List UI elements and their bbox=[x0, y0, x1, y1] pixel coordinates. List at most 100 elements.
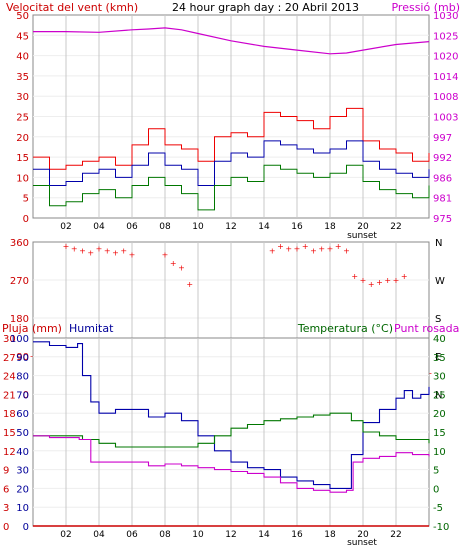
direction-point: + bbox=[351, 272, 358, 281]
x-tick-label: 14 bbox=[258, 222, 270, 232]
x-tick-label: 22 bbox=[390, 530, 401, 540]
x-tick-label: 20 bbox=[357, 530, 369, 540]
y-tick-label: 24 bbox=[3, 372, 16, 383]
chart-title: 24 hour graph day : 20 Abril 2013 bbox=[172, 1, 359, 14]
y-tick-label: 1003 bbox=[433, 113, 458, 124]
x-tick-label: 06 bbox=[126, 530, 138, 540]
y-tick-label: 45 bbox=[16, 31, 29, 42]
dewpoint-axis-title: Punt rosada bbox=[394, 322, 459, 335]
y-tick-label: 20 bbox=[433, 409, 446, 420]
y-tick-label: 180 bbox=[10, 314, 29, 325]
direction-point: + bbox=[360, 276, 367, 285]
direction-point: + bbox=[277, 242, 284, 251]
y-tick-label: W bbox=[435, 276, 445, 287]
x-tick-label: 02 bbox=[60, 222, 71, 232]
y-tick-label: 3 bbox=[3, 503, 9, 514]
y-tick-label: 9 bbox=[3, 466, 9, 477]
x-tick-label: 14 bbox=[258, 530, 270, 540]
series-line-humidity bbox=[33, 341, 430, 489]
y-tick-label: 10 bbox=[16, 503, 29, 514]
series-line-dewpoint bbox=[33, 435, 430, 493]
y-tick-label: 15 bbox=[433, 428, 446, 439]
direction-point: + bbox=[384, 276, 391, 285]
y-tick-label: 997 bbox=[433, 133, 452, 144]
y-tick-label: 6 bbox=[3, 484, 9, 495]
pressure-tick-labels: 975 981 986 992 997 1003 1008 1014 1020 1025 1030 bbox=[433, 11, 458, 225]
x-tick-label: 04 bbox=[93, 530, 105, 540]
direction-point: + bbox=[302, 242, 309, 251]
y-tick-label: 0 bbox=[23, 390, 29, 401]
y-tick-label: 10 bbox=[16, 173, 29, 184]
compass-labels: N E S W N bbox=[435, 238, 445, 401]
y-tick-label: 27 bbox=[3, 353, 16, 364]
x-tick-label: 16 bbox=[291, 222, 303, 232]
series-line-wind_min bbox=[33, 164, 430, 211]
y-tick-label: 18 bbox=[3, 409, 16, 420]
y-tick-label: 100 bbox=[10, 334, 29, 345]
rain-tick-labels: 0 3 6 9 12 15 18 21 24 27 30 bbox=[3, 334, 16, 533]
y-tick-label: 10 bbox=[433, 447, 446, 458]
y-tick-label: 30 bbox=[3, 334, 16, 345]
x-tick-label: 12 bbox=[225, 530, 236, 540]
direction-point: + bbox=[269, 246, 276, 255]
y-tick-label: 40 bbox=[16, 52, 29, 63]
y-tick-label: 0 bbox=[23, 522, 29, 533]
x-tick-label: 12 bbox=[225, 222, 236, 232]
y-tick-label: 21 bbox=[3, 390, 16, 401]
direction-point: + bbox=[327, 244, 334, 253]
y-tick-label: 1008 bbox=[433, 92, 458, 103]
y-tick-label: 20 bbox=[16, 133, 29, 144]
temperature-tick-labels: -10 -5 0 5 10 15 20 25 30 35 40 bbox=[433, 334, 449, 533]
y-tick-label: 70 bbox=[16, 390, 29, 401]
y-tick-label: 986 bbox=[433, 173, 452, 184]
series-line-temperature bbox=[33, 412, 430, 448]
pressure-axis-title: Pressió (mb) bbox=[391, 1, 460, 14]
wind-pressure-series bbox=[33, 27, 430, 211]
y-tick-label: 975 bbox=[433, 214, 452, 225]
x-tick-label: 20 bbox=[357, 222, 369, 232]
wind-speed-tick-labels: 0 5 10 15 20 25 30 35 40 45 50 bbox=[16, 11, 29, 225]
x-tick-label: 06 bbox=[126, 222, 138, 232]
x-tick-label: 18 bbox=[324, 222, 336, 232]
sunset-label-bottom: sunset bbox=[347, 538, 377, 548]
y-tick-label: 360 bbox=[10, 238, 29, 249]
direction-point: + bbox=[63, 242, 70, 251]
direction-point: + bbox=[335, 242, 342, 251]
humidity-tick-labels: 0 10 20 30 40 50 60 70 80 90 100 bbox=[10, 334, 29, 533]
y-tick-label: -5 bbox=[433, 503, 443, 514]
y-tick-label: 50 bbox=[16, 11, 29, 22]
direction-point: + bbox=[104, 246, 111, 255]
rain-axis-title: Pluja (mm) bbox=[2, 322, 62, 335]
y-tick-label: -10 bbox=[433, 522, 449, 533]
y-tick-label: 1025 bbox=[433, 31, 458, 42]
direction-point: + bbox=[96, 244, 103, 253]
x-tick-label: 08 bbox=[159, 222, 171, 232]
y-tick-label: 90 bbox=[16, 353, 29, 364]
direction-point: + bbox=[343, 246, 350, 255]
direction-point: + bbox=[368, 280, 375, 289]
x-tick-label: 02 bbox=[60, 530, 71, 540]
y-tick-label: 1030 bbox=[433, 11, 458, 22]
x-tick-label: 10 bbox=[192, 530, 204, 540]
direction-point: + bbox=[71, 244, 78, 253]
y-tick-label: E bbox=[435, 352, 441, 363]
direction-point: + bbox=[318, 244, 325, 253]
y-tick-label: 981 bbox=[433, 194, 452, 205]
y-tick-label: 50 bbox=[16, 428, 29, 439]
direction-point: + bbox=[87, 249, 94, 258]
direction-point: + bbox=[376, 278, 383, 287]
y-tick-label: N bbox=[435, 238, 442, 249]
y-tick-label: 992 bbox=[433, 153, 452, 164]
direction-degree-labels: 0 90 180 270 360 bbox=[10, 238, 29, 401]
y-tick-label: 15 bbox=[16, 153, 29, 164]
x-tick-label: 18 bbox=[324, 530, 336, 540]
x-tick-label: 04 bbox=[93, 222, 105, 232]
direction-point: + bbox=[186, 280, 193, 289]
wind-speed-axis-title: Velocitat del vent (kmh) bbox=[6, 1, 138, 14]
x-tick-label: 16 bbox=[291, 530, 303, 540]
y-tick-label: 270 bbox=[10, 276, 29, 287]
direction-point: + bbox=[310, 246, 317, 255]
wind-pressure-chart: Velocitat del vent (kmh) 24 hour graph d… bbox=[6, 1, 460, 241]
